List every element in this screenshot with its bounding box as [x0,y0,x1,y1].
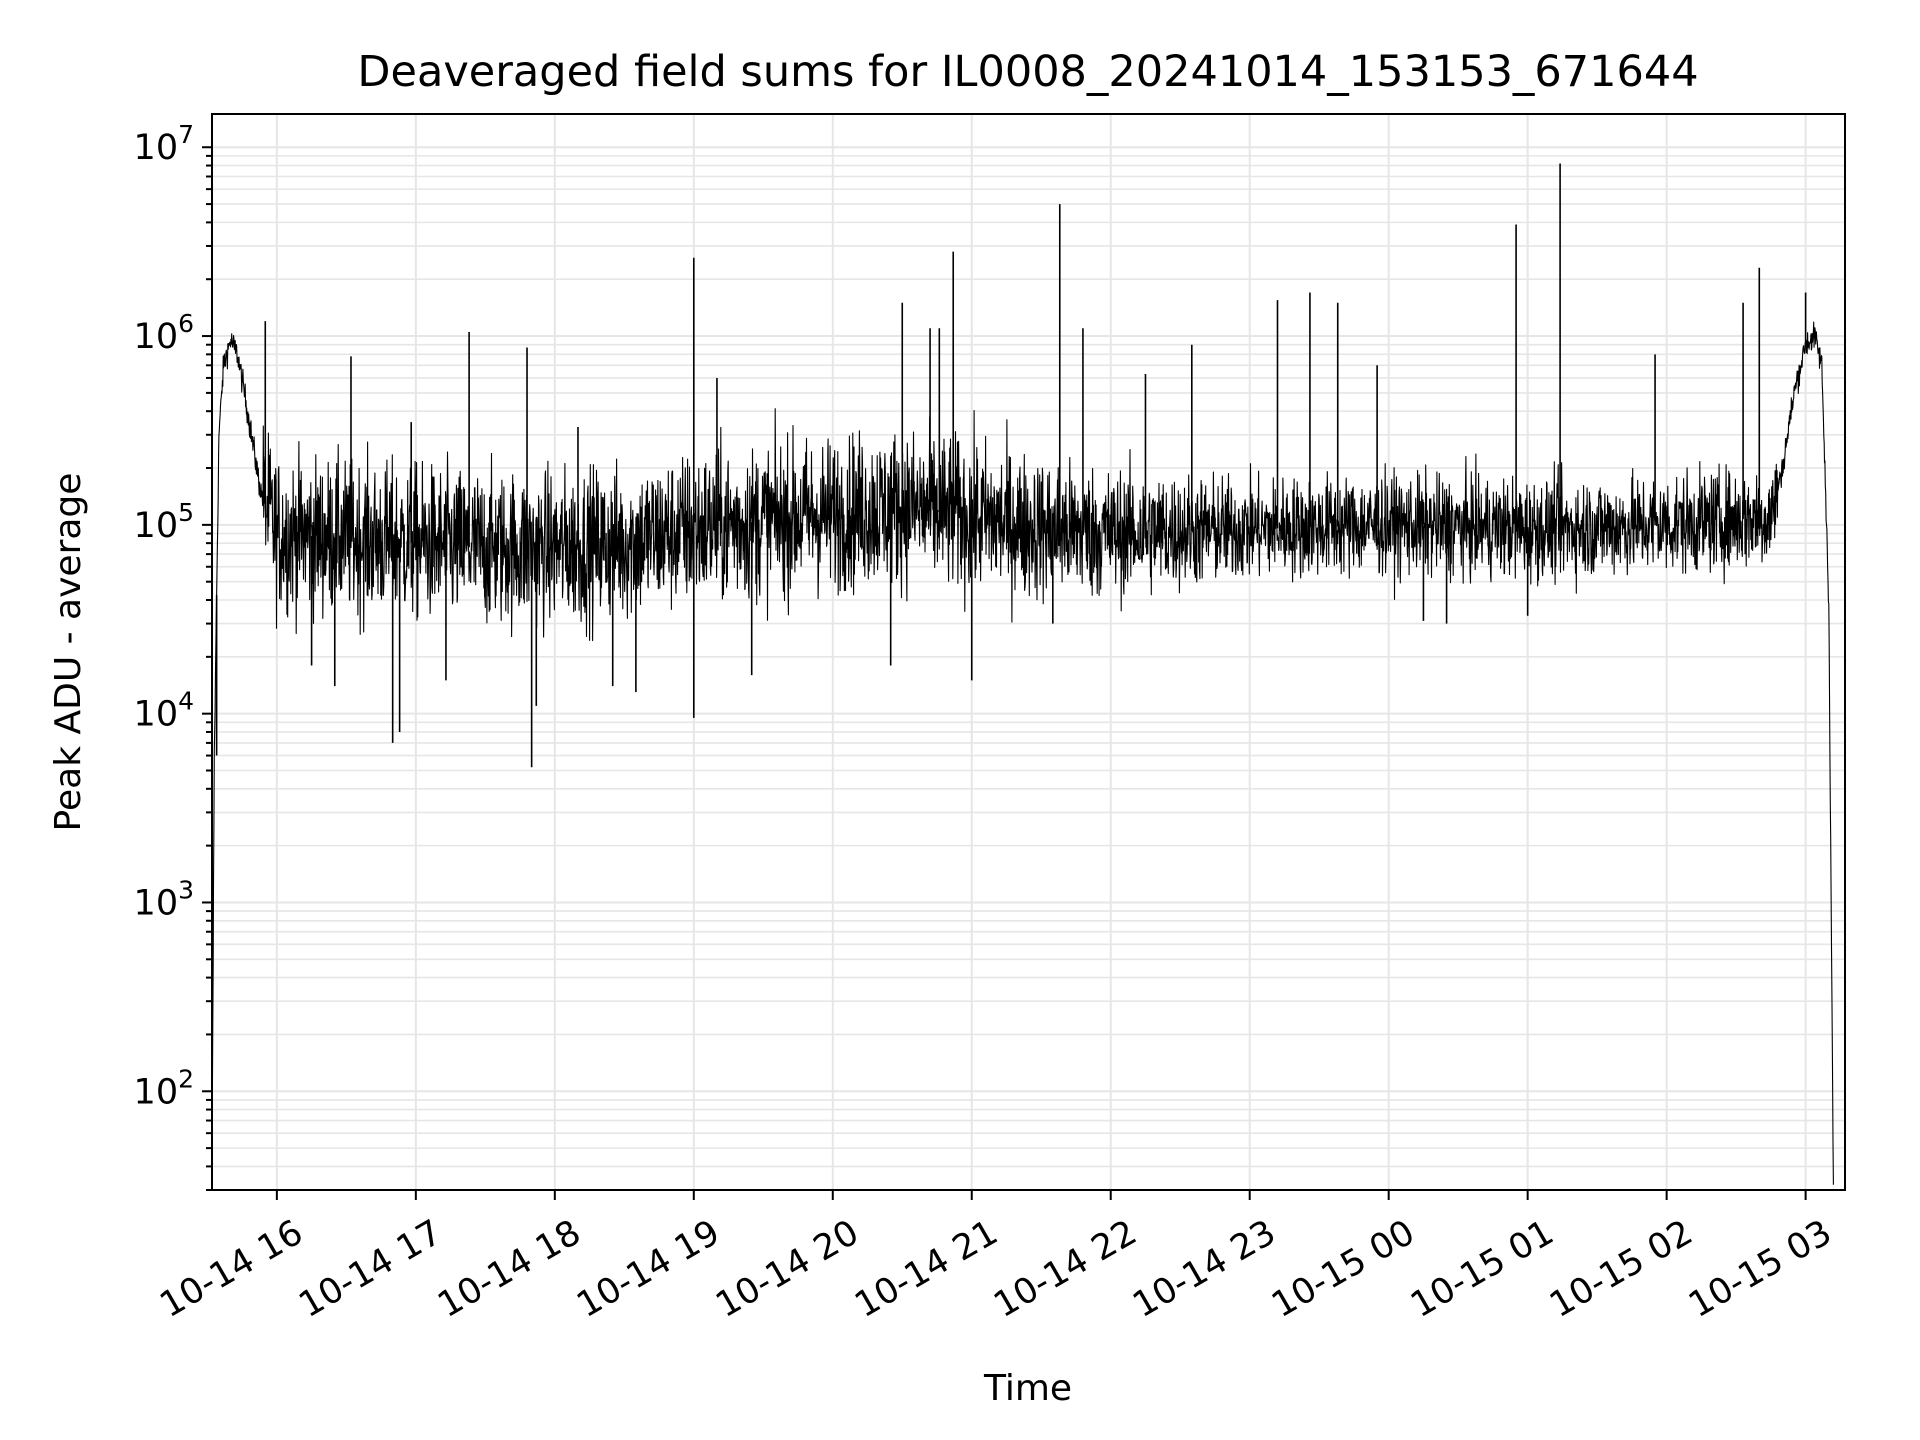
y-tick-label: 102 [134,1064,194,1112]
y-tick-label: 104 [134,687,194,735]
x-axis-label: Time [983,1368,1072,1409]
y-axis-label: Peak ADU - average [48,473,89,832]
y-tick-label: 105 [134,498,194,546]
y-axis: 102 103 104 105 106 107 [134,120,212,1191]
y-tick-label: 103 [134,875,194,923]
series-layer [212,163,1834,1185]
y-tick-label: 106 [134,309,194,357]
chart-title: Deaveraged field sums for IL0008_2024101… [357,47,1698,97]
series-line [212,321,1834,1185]
y-tick-label: 107 [134,120,194,168]
plot-frame [211,113,1846,1191]
